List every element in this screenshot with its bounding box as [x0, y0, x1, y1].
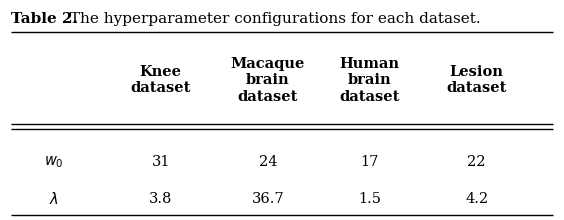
Text: $\lambda$: $\lambda$: [49, 191, 59, 207]
Text: Macaque
brain
dataset: Macaque brain dataset: [231, 57, 305, 103]
Text: 4.2: 4.2: [465, 192, 488, 206]
Text: The hyperparameter configurations for each dataset.: The hyperparameter configurations for ea…: [65, 12, 481, 26]
Text: 3.8: 3.8: [149, 192, 173, 206]
Text: Lesion
dataset: Lesion dataset: [446, 65, 507, 95]
Text: Knee
dataset: Knee dataset: [130, 65, 191, 95]
Text: 31: 31: [152, 155, 170, 169]
Text: 1.5: 1.5: [358, 192, 381, 206]
Text: Table 2.: Table 2.: [11, 12, 78, 26]
Text: Human
brain
dataset: Human brain dataset: [339, 57, 400, 103]
Text: 22: 22: [468, 155, 486, 169]
Text: $w_0$: $w_0$: [44, 154, 63, 170]
Text: 17: 17: [360, 155, 378, 169]
Text: 24: 24: [259, 155, 277, 169]
Text: 36.7: 36.7: [252, 192, 284, 206]
